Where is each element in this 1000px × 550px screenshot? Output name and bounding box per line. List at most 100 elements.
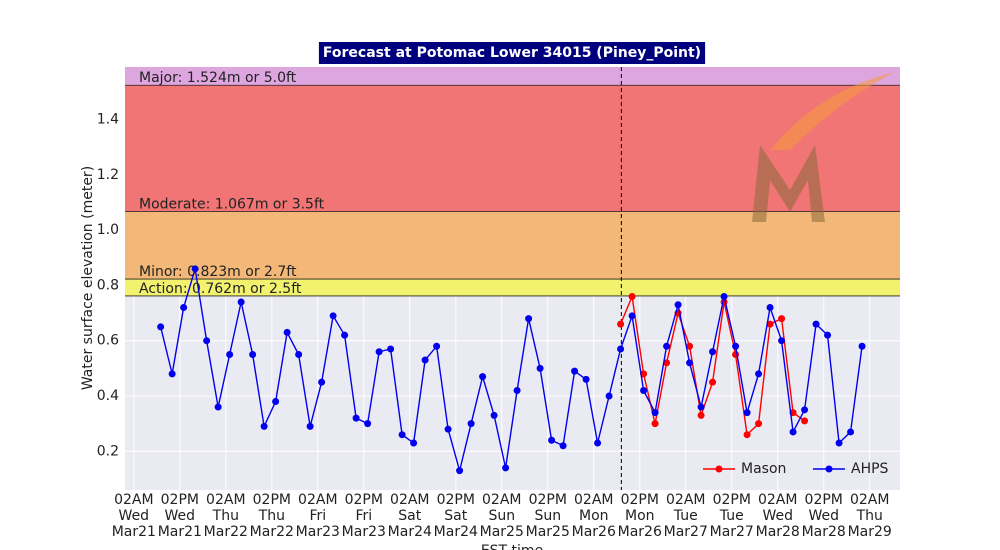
data-point bbox=[444, 425, 452, 433]
data-point bbox=[191, 265, 199, 273]
data-point bbox=[433, 342, 441, 350]
data-point bbox=[766, 320, 774, 328]
data-point bbox=[536, 364, 544, 372]
data-point bbox=[651, 420, 659, 428]
data-point bbox=[490, 411, 498, 419]
data-point bbox=[812, 320, 820, 328]
data-point bbox=[306, 422, 314, 430]
data-point bbox=[283, 328, 291, 336]
data-point bbox=[548, 436, 556, 444]
data-point bbox=[467, 420, 475, 428]
x-tick-label: Mar21 bbox=[112, 524, 156, 540]
y-tick-label: 1.2 bbox=[97, 167, 119, 183]
logo-mark bbox=[752, 145, 825, 222]
x-tick-label: 02PM bbox=[805, 492, 843, 508]
data-point bbox=[778, 315, 786, 323]
x-tick-label: Sat bbox=[444, 508, 467, 524]
data-point bbox=[295, 351, 303, 359]
x-tick-label: Mar22 bbox=[204, 524, 248, 540]
data-point bbox=[755, 420, 763, 428]
data-point bbox=[835, 439, 843, 447]
data-point bbox=[732, 342, 740, 350]
chart-title: Forecast at Potomac Lower 34015 (Piney_P… bbox=[323, 45, 701, 61]
data-point bbox=[398, 431, 406, 439]
x-tick-label: Fri bbox=[309, 508, 326, 524]
data-point bbox=[559, 442, 567, 450]
data-point bbox=[605, 392, 613, 400]
x-tick-label: 02PM bbox=[713, 492, 751, 508]
y-tick-label: 0.2 bbox=[97, 443, 119, 459]
data-point bbox=[421, 356, 429, 364]
legend-label: AHPS bbox=[851, 461, 889, 477]
x-tick-label: Fri bbox=[355, 508, 372, 524]
x-tick-label: Mar29 bbox=[848, 524, 892, 540]
x-tick-label: 02AM bbox=[390, 492, 429, 508]
x-tick-label: 02AM bbox=[206, 492, 245, 508]
data-point bbox=[651, 409, 659, 417]
threshold-band bbox=[125, 67, 900, 86]
data-point bbox=[375, 348, 383, 356]
data-point bbox=[640, 386, 648, 394]
threshold-band bbox=[125, 279, 900, 296]
y-tick-label: 1.4 bbox=[97, 112, 119, 128]
data-point bbox=[479, 373, 487, 381]
x-tick-label: Sun bbox=[488, 508, 515, 524]
data-point bbox=[157, 323, 165, 331]
data-point bbox=[364, 420, 372, 428]
logo-swoosh bbox=[770, 72, 895, 150]
x-tick-label: 02PM bbox=[345, 492, 383, 508]
x-tick-label: Wed bbox=[165, 508, 196, 524]
x-tick-label: Mar26 bbox=[618, 524, 662, 540]
data-point bbox=[617, 345, 625, 353]
data-point bbox=[743, 409, 751, 417]
x-tick-label: Thu bbox=[212, 508, 239, 524]
x-tick-label: Mon bbox=[625, 508, 655, 524]
x-tick-label: 02AM bbox=[114, 492, 153, 508]
x-tick-label: Mon bbox=[579, 508, 609, 524]
data-point bbox=[168, 370, 176, 378]
data-point bbox=[709, 348, 717, 356]
x-tick-label: 02AM bbox=[298, 492, 337, 508]
x-tick-label: Mar21 bbox=[158, 524, 202, 540]
legend-marker bbox=[825, 465, 833, 473]
x-tick-label: Mar27 bbox=[664, 524, 708, 540]
data-point bbox=[801, 417, 809, 425]
x-axis-label: EST time bbox=[481, 543, 543, 550]
data-point bbox=[318, 378, 326, 386]
data-point bbox=[341, 331, 349, 339]
x-tick-label: Thu bbox=[856, 508, 883, 524]
data-point bbox=[628, 312, 636, 320]
data-point bbox=[789, 428, 797, 436]
threshold-label: Major: 1.524m or 5.0ft bbox=[139, 70, 297, 86]
x-tick-label: Mar23 bbox=[342, 524, 386, 540]
x-tick-label: Tue bbox=[719, 508, 744, 524]
x-tick-label: Mar22 bbox=[250, 524, 294, 540]
y-tick-label: 1.0 bbox=[97, 222, 119, 238]
data-point bbox=[709, 378, 717, 386]
data-point bbox=[329, 312, 337, 320]
data-point bbox=[847, 428, 855, 436]
x-tick-label: 02AM bbox=[758, 492, 797, 508]
data-point bbox=[571, 367, 579, 375]
data-point bbox=[249, 351, 257, 359]
x-tick-label: Wed bbox=[762, 508, 793, 524]
data-point bbox=[720, 292, 728, 300]
y-tick-label: 0.8 bbox=[97, 277, 119, 293]
data-point bbox=[755, 370, 763, 378]
threshold-band bbox=[125, 85, 900, 212]
logo bbox=[752, 72, 895, 222]
data-point bbox=[203, 337, 211, 345]
data-point bbox=[525, 315, 533, 323]
data-point bbox=[824, 331, 832, 339]
data-point bbox=[214, 403, 222, 411]
x-tick-label: Mar24 bbox=[388, 524, 432, 540]
data-point bbox=[686, 359, 694, 367]
data-point bbox=[766, 304, 774, 312]
x-tick-label: Mar23 bbox=[296, 524, 340, 540]
x-tick-label: Mar25 bbox=[526, 524, 570, 540]
data-point bbox=[628, 292, 636, 300]
threshold-label: Minor: 0.823m or 2.7ft bbox=[139, 264, 297, 280]
data-point bbox=[410, 439, 418, 447]
data-point bbox=[743, 431, 751, 439]
